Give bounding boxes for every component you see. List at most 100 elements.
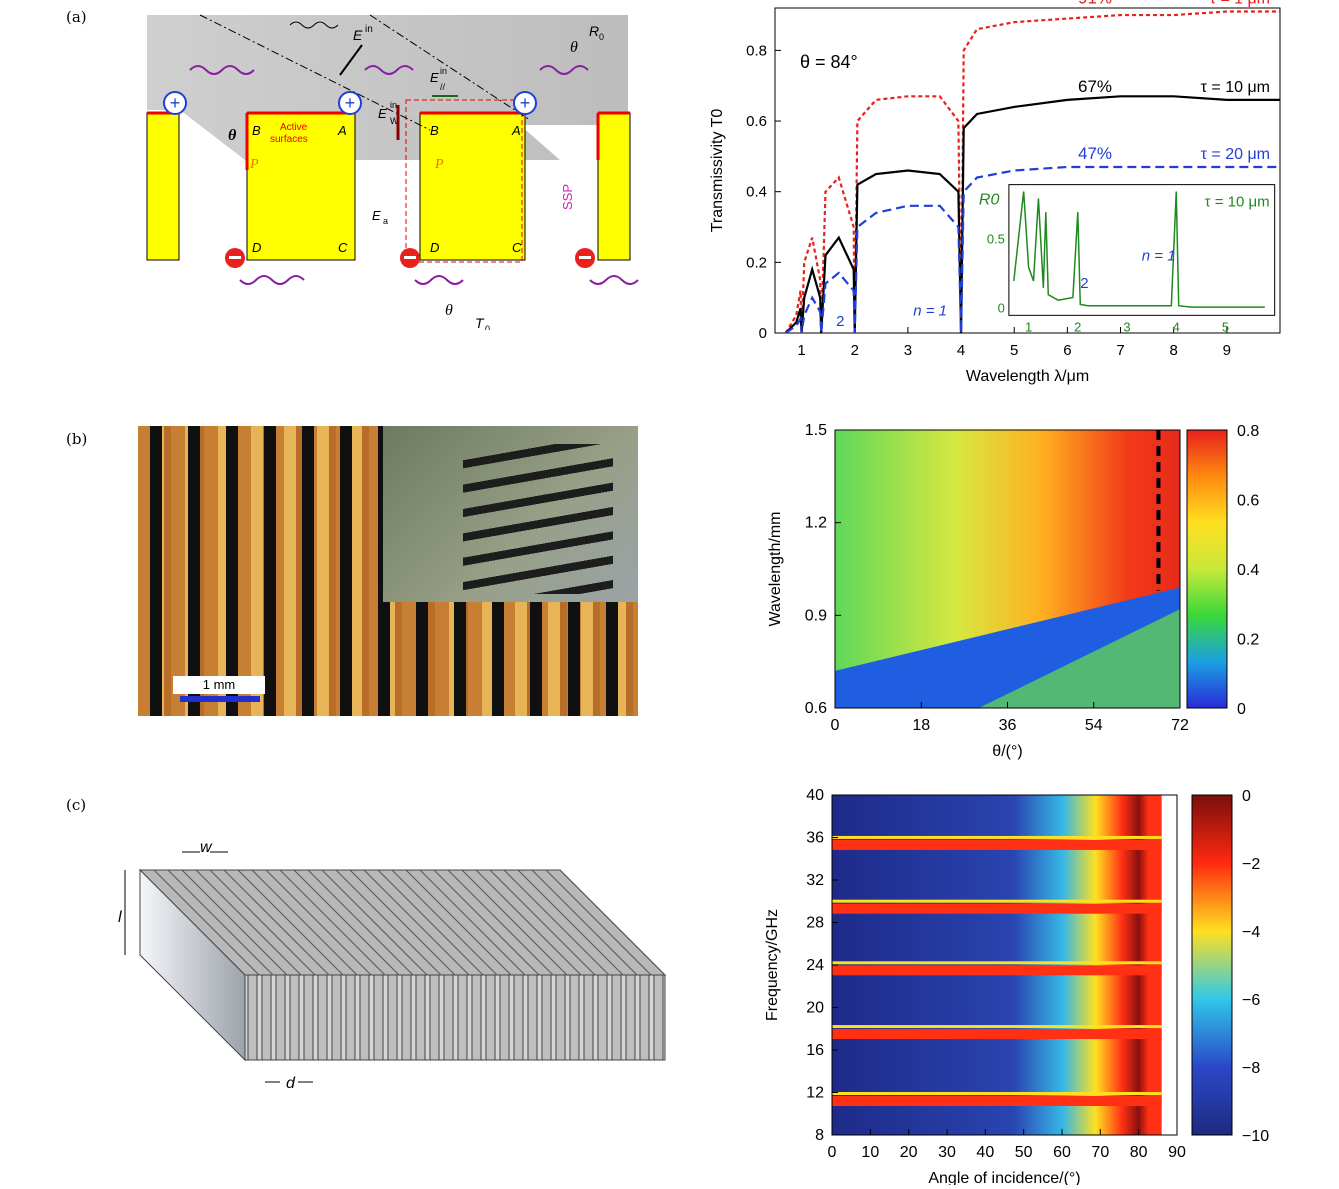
slat <box>625 974 636 1061</box>
d-label: d <box>286 1075 296 1092</box>
inset-y-tick-label: 0 <box>998 300 1005 315</box>
svg-text:+: + <box>520 93 531 113</box>
svg-text:θ: θ <box>228 127 237 144</box>
inset-x-tick-label: 5 <box>1222 319 1229 334</box>
slat-top-edge <box>153 869 260 976</box>
colorbar-tick-label: 0.2 <box>1237 632 1259 649</box>
svg-text:W: W <box>390 116 399 126</box>
theta-annotation: θ = 84° <box>800 52 858 72</box>
svg-text:in: in <box>390 100 397 110</box>
colorbar-tick-label: −2 <box>1242 856 1260 873</box>
plus-charge-icon: + + + <box>163 91 537 115</box>
y-tick-label: 36 <box>806 830 824 847</box>
slat <box>401 974 412 1061</box>
y-axis-label: Transmissivity T0 <box>709 109 726 233</box>
slat <box>317 974 328 1061</box>
resonance-band-edge <box>832 835 1162 839</box>
colorbar-tick-label: −4 <box>1242 924 1260 941</box>
slat <box>331 974 342 1061</box>
x-tick-label: 90 <box>1168 1144 1186 1161</box>
x-tick-label: 50 <box>1015 1144 1033 1161</box>
series-name: τ = 1 μm <box>1210 0 1270 8</box>
slat <box>415 974 426 1061</box>
colorbar-tick-label: 0.6 <box>1237 493 1259 510</box>
y-tick-label: 0.6 <box>746 113 767 130</box>
slat <box>471 974 482 1061</box>
slat <box>457 974 468 1061</box>
x-tick-label: 40 <box>976 1144 994 1161</box>
plot-frame <box>774 7 1281 334</box>
slat-top-edge <box>531 869 638 976</box>
x-tick-label: 20 <box>900 1144 918 1161</box>
inset-series-name: τ = 10 μm <box>1205 194 1270 211</box>
svg-text:Active: Active <box>280 122 308 133</box>
slat <box>597 974 608 1061</box>
slat <box>499 974 510 1061</box>
panel-label-b: (b) <box>66 430 88 448</box>
slat-top-edge <box>377 869 484 976</box>
colorbar-tick-label: 0.4 <box>1237 562 1259 579</box>
svg-text:A: A <box>337 123 347 138</box>
slat <box>485 974 496 1061</box>
slats <box>153 869 666 1061</box>
svg-text:in: in <box>365 24 373 35</box>
series-name: τ = 20 μm <box>1201 146 1270 163</box>
series-name: τ = 10 μm <box>1201 79 1270 96</box>
inset-series-line <box>1013 191 1265 308</box>
front-face <box>244 974 666 1061</box>
colorbar-tick-label: −8 <box>1242 1060 1260 1077</box>
x-tick-label: 60 <box>1053 1144 1071 1161</box>
series-peak-label: 67% <box>1078 77 1112 96</box>
slat-top-edge <box>321 869 428 976</box>
y-tick-label: 40 <box>806 787 824 804</box>
slat <box>583 974 594 1061</box>
inset-y-tick-label: 0.5 <box>987 232 1005 247</box>
y-tick-label: 8 <box>815 1127 824 1144</box>
slat-top-edge <box>195 869 302 976</box>
transmissivity-chart: 1 2 3 4 5 6 7 8 9 0 0.2 0.4 0.6 0.8 Wavelength λ/μm Tra… <box>709 0 1281 385</box>
slat <box>639 974 650 1061</box>
inset-order-label: 2 <box>1080 275 1088 292</box>
grating-diagram: + + + E in E in // E in W E a θ θ θ R 0 … <box>146 14 639 330</box>
x-axis-label: θ/(°) <box>992 743 1022 760</box>
slat-top-edge <box>461 869 568 976</box>
slat-top-edge <box>307 869 414 976</box>
colorbar-tick-label: 0 <box>1237 701 1246 718</box>
y-axis-label: Wavelength/mm <box>767 512 784 627</box>
slat-top-edge <box>167 869 274 976</box>
resonance-band <box>832 1096 1162 1106</box>
slat <box>345 974 356 1061</box>
y-tick-label: 0.4 <box>746 184 767 201</box>
slat-top-edge <box>293 869 400 976</box>
series-peak-label: 91% <box>1078 0 1112 8</box>
y-tick-label: 1.2 <box>805 515 827 532</box>
svg-text:D: D <box>252 240 261 255</box>
w-label: w <box>200 839 213 856</box>
svg-text:θ: θ <box>445 302 453 319</box>
resonance-band-edge <box>832 899 1162 903</box>
inset-x-tick-label: 3 <box>1123 319 1130 334</box>
series-line <box>784 95 1280 334</box>
slat <box>247 974 258 1061</box>
svg-text:a: a <box>383 216 388 226</box>
incident-beam-region <box>147 15 628 160</box>
slit-array-schematic: l w d <box>118 839 667 1092</box>
wavelength-angle-heatmap: 0 18 36 54 72 0.6 0.9 1.2 1.5 θ/(°) Wavelength/mm 0… <box>767 422 1259 760</box>
slab-right <box>419 112 526 261</box>
svg-text:0: 0 <box>599 32 604 42</box>
resonance-band-edge <box>832 1092 1162 1095</box>
x-tick-label: 80 <box>1130 1144 1148 1161</box>
x-tick-label: 70 <box>1091 1144 1109 1161</box>
series-line <box>784 10 1280 334</box>
slat-top-edge <box>475 869 582 976</box>
slat <box>359 974 370 1061</box>
inset-frame <box>1008 184 1276 316</box>
y-tick-label: 28 <box>806 915 824 932</box>
slat <box>261 974 272 1061</box>
x-tick-label: 3 <box>904 342 912 359</box>
inset-y-label: R0 <box>979 192 1000 209</box>
resonance-band <box>832 903 1162 914</box>
scale-bar-line <box>180 696 260 702</box>
resonance-band <box>832 965 1162 976</box>
colorbar-tick-label: 0 <box>1242 788 1251 805</box>
